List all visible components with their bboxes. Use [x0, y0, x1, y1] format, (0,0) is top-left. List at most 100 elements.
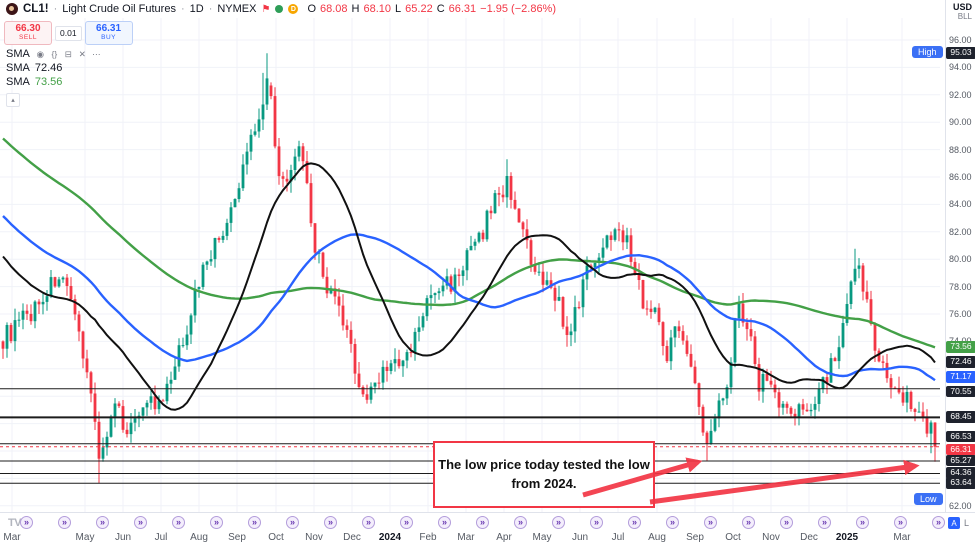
contract-rollover-icon[interactable]: »: [96, 516, 109, 529]
contract-rollover-icon[interactable]: »: [818, 516, 831, 529]
price-tick-label: 74.00: [946, 336, 975, 346]
time-tick-label: Mar: [893, 532, 911, 543]
indicator-value: 73.56: [34, 76, 63, 88]
indicator-legend: SMA ◉ {} ⊟ ✕ ⋯ SMA 72.46 SMA 73.56: [6, 47, 102, 89]
contract-rollover-icon[interactable]: »: [248, 516, 261, 529]
unit-label: BLL: [957, 12, 972, 22]
tradingview-logo[interactable]: TV: [8, 517, 22, 529]
open-value: 68.08: [320, 3, 348, 15]
contract-rollover-icon[interactable]: »: [780, 516, 793, 529]
price-tick-label: 82.00: [949, 226, 972, 237]
contract-rollover-icon[interactable]: »: [324, 516, 337, 529]
price-tick-label: 76.00: [949, 309, 972, 319]
time-axis[interactable]: TV » » » » » » » » » » » » » » » » » » » » » » » » » Mar May Jun Ju…: [0, 512, 975, 548]
close-label: C: [436, 3, 445, 15]
indicator-value: 72.46: [34, 62, 63, 74]
price-tick-label: 80.00: [949, 254, 972, 265]
contract-rollover-icon[interactable]: »: [894, 516, 907, 529]
time-tick-label: Mar: [457, 532, 475, 543]
contract-rollover-icon[interactable]: »: [932, 516, 945, 529]
ohlc-readout: O 68.08 H 68.10 L 65.22 C 66.31 −1.95 (−2.86…: [307, 3, 556, 15]
time-tick-label: Oct: [268, 532, 284, 543]
contract-rollover-icon[interactable]: »: [20, 516, 33, 529]
candlestick-chart[interactable]: [0, 0, 945, 512]
contract-rollover-icon[interactable]: »: [666, 516, 679, 529]
legend-row-sma-blue[interactable]: SMA ◉ {} ⊟ ✕ ⋯: [6, 47, 102, 61]
source-code-icon[interactable]: {}: [51, 49, 58, 59]
separator: ·: [180, 3, 185, 15]
time-tick-label: Mar: [3, 532, 21, 543]
time-tick-label: Dec: [343, 532, 361, 543]
contract-rollover-icon[interactable]: »: [476, 516, 489, 529]
contract-rollover-icon[interactable]: »: [58, 516, 71, 529]
price-axis-badge: 65.27: [946, 455, 975, 467]
legend-row-sma-green[interactable]: SMA 73.56: [6, 75, 102, 89]
contract-rollover-icon[interactable]: »: [400, 516, 413, 529]
contract-rollover-icon[interactable]: »: [856, 516, 869, 529]
contract-rollover-icon[interactable]: »: [742, 516, 755, 529]
time-tick-label: Jun: [114, 532, 132, 543]
contract-rollover-icon[interactable]: »: [552, 516, 565, 529]
time-tick-label: Feb: [419, 532, 437, 543]
symbol-logo-icon[interactable]: [6, 3, 18, 15]
sell-label: SELL: [19, 33, 37, 41]
collapse-legend-button[interactable]: ▴: [6, 93, 20, 107]
range-high-chip: High: [912, 46, 943, 58]
price-axis-badge: 95.03: [946, 47, 975, 59]
contract-rollover-icon[interactable]: »: [286, 516, 299, 529]
contract-rollover-icon[interactable]: »: [134, 516, 147, 529]
exchange-name[interactable]: NYMEX: [217, 3, 257, 15]
time-tick-label: May: [75, 532, 95, 543]
interval-selector[interactable]: 1D: [189, 3, 204, 15]
delayed-data-icon: D: [288, 4, 299, 14]
symbol-description[interactable]: Light Crude Oil Futures: [62, 3, 176, 15]
contract-rollover-icon[interactable]: »: [628, 516, 641, 529]
price-axis-badge: 66.31: [946, 443, 975, 456]
time-tick-label: Nov: [305, 532, 323, 543]
separator: ·: [208, 3, 213, 15]
buy-label: BUY: [101, 33, 116, 41]
price-tick-label: 94.00: [949, 62, 972, 73]
time-tick-label: Jul: [611, 532, 625, 543]
more-icon[interactable]: ⋯: [92, 48, 101, 59]
alert-flag-icon[interactable]: ⚑: [261, 3, 271, 15]
change-value: −1.95 (−2.86%): [480, 3, 557, 15]
legend-row-sma-black[interactable]: SMA 72.46: [6, 61, 102, 75]
price-axis-badge: 68.45: [946, 411, 975, 423]
contract-rollover-icon[interactable]: »: [704, 516, 717, 529]
high-label: H: [351, 3, 360, 15]
time-tick-label: Nov: [762, 532, 780, 543]
high-value: 68.10: [363, 3, 392, 15]
time-tick-label: 2024: [378, 532, 402, 543]
eye-icon[interactable]: ◉: [36, 48, 45, 59]
contract-rollover-icon[interactable]: »: [514, 516, 527, 529]
time-tick-label: Dec: [800, 532, 818, 543]
contract-rollover-icon[interactable]: »: [362, 516, 375, 529]
delete-icon[interactable]: ✕: [78, 48, 86, 59]
contract-rollover-icon[interactable]: »: [590, 516, 603, 529]
price-axis-badge: 71.17: [946, 371, 975, 383]
sell-button[interactable]: 66.30 SELL: [4, 21, 52, 45]
price-tick-label: 90.00: [949, 117, 972, 128]
axis-currency-unit: USD BLL: [953, 2, 972, 22]
price-tick-label: 84.00: [949, 199, 972, 210]
price-axis-badge: 64.36: [946, 467, 975, 479]
contract-rollover-icon[interactable]: »: [172, 516, 185, 529]
time-tick-label: Sep: [686, 532, 704, 543]
time-tick-label: Jun: [571, 532, 589, 543]
annotation-line1: The low price today tested the low: [438, 456, 650, 472]
symbol-name[interactable]: CL1!: [23, 3, 49, 15]
contract-rollover-icon[interactable]: »: [210, 516, 223, 529]
annotation-callout[interactable]: The low price today tested the low from …: [433, 441, 655, 508]
settings-icon[interactable]: ⊟: [64, 48, 72, 59]
price-axis-badge: 70.55: [946, 385, 975, 397]
contract-rollover-icon[interactable]: »: [438, 516, 451, 529]
autoscale-button[interactable]: A: [948, 517, 960, 529]
time-tick-label: Aug: [648, 532, 666, 543]
price-axis[interactable]: USD BLL 96.00 94.00 92.00 90.00 88.00 86.00 84…: [945, 0, 975, 512]
buy-button[interactable]: 66.31 BUY: [84, 21, 133, 45]
open-label: O: [307, 3, 317, 15]
annotation-line2: from 2024.: [511, 475, 577, 491]
price-tick-label: 96.00: [949, 35, 972, 45]
log-scale-button[interactable]: L: [964, 518, 970, 528]
